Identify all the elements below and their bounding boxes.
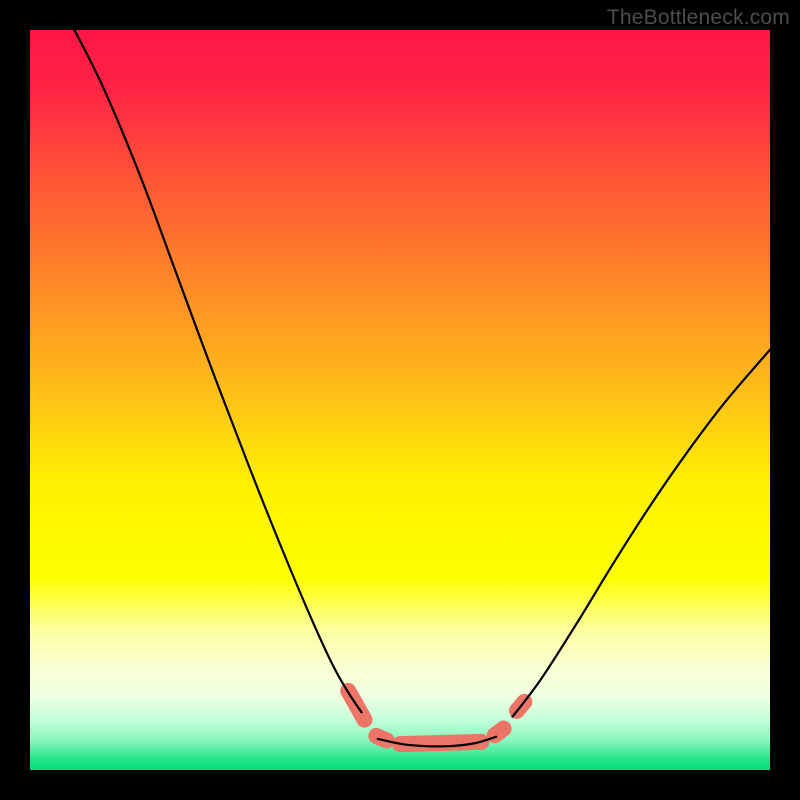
valley-highlight-segments bbox=[348, 691, 524, 744]
curve-right-ascent bbox=[512, 350, 770, 717]
watermark-text: TheBottleneck.com bbox=[607, 6, 790, 30]
curve-left-descent bbox=[74, 30, 361, 712]
plot-area bbox=[30, 30, 770, 770]
chart-frame: TheBottleneck.com bbox=[0, 0, 800, 800]
valley-segment bbox=[495, 729, 504, 736]
curve-layer bbox=[30, 30, 770, 770]
